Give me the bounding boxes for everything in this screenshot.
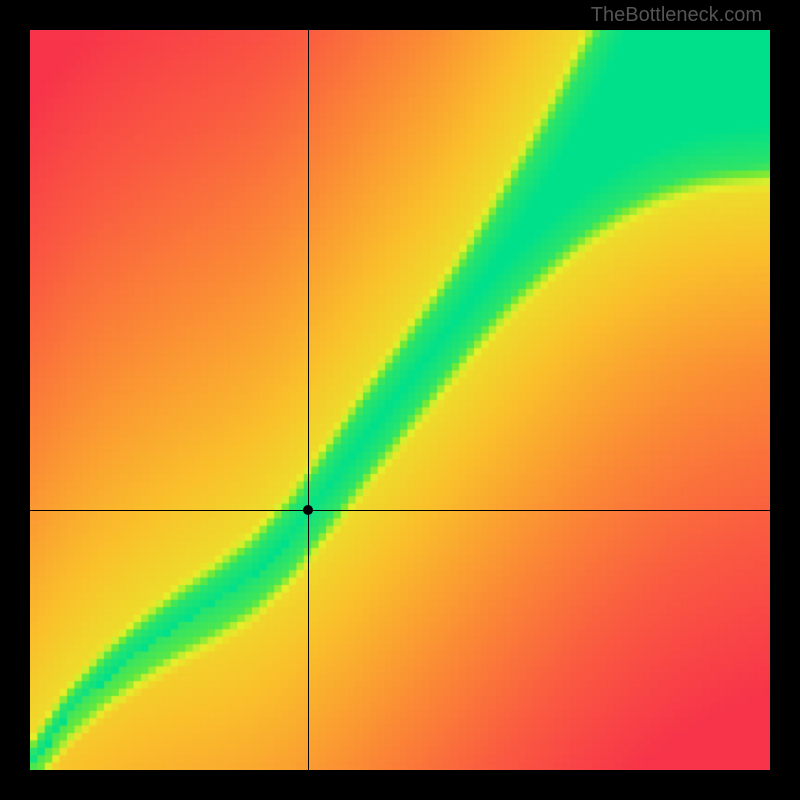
watermark-text: TheBottleneck.com	[591, 4, 762, 27]
chart-frame	[30, 30, 770, 770]
crosshair-horizontal	[30, 510, 770, 511]
crosshair-vertical	[308, 30, 309, 770]
bottleneck-heatmap	[30, 30, 770, 770]
crosshair-marker	[303, 505, 313, 515]
